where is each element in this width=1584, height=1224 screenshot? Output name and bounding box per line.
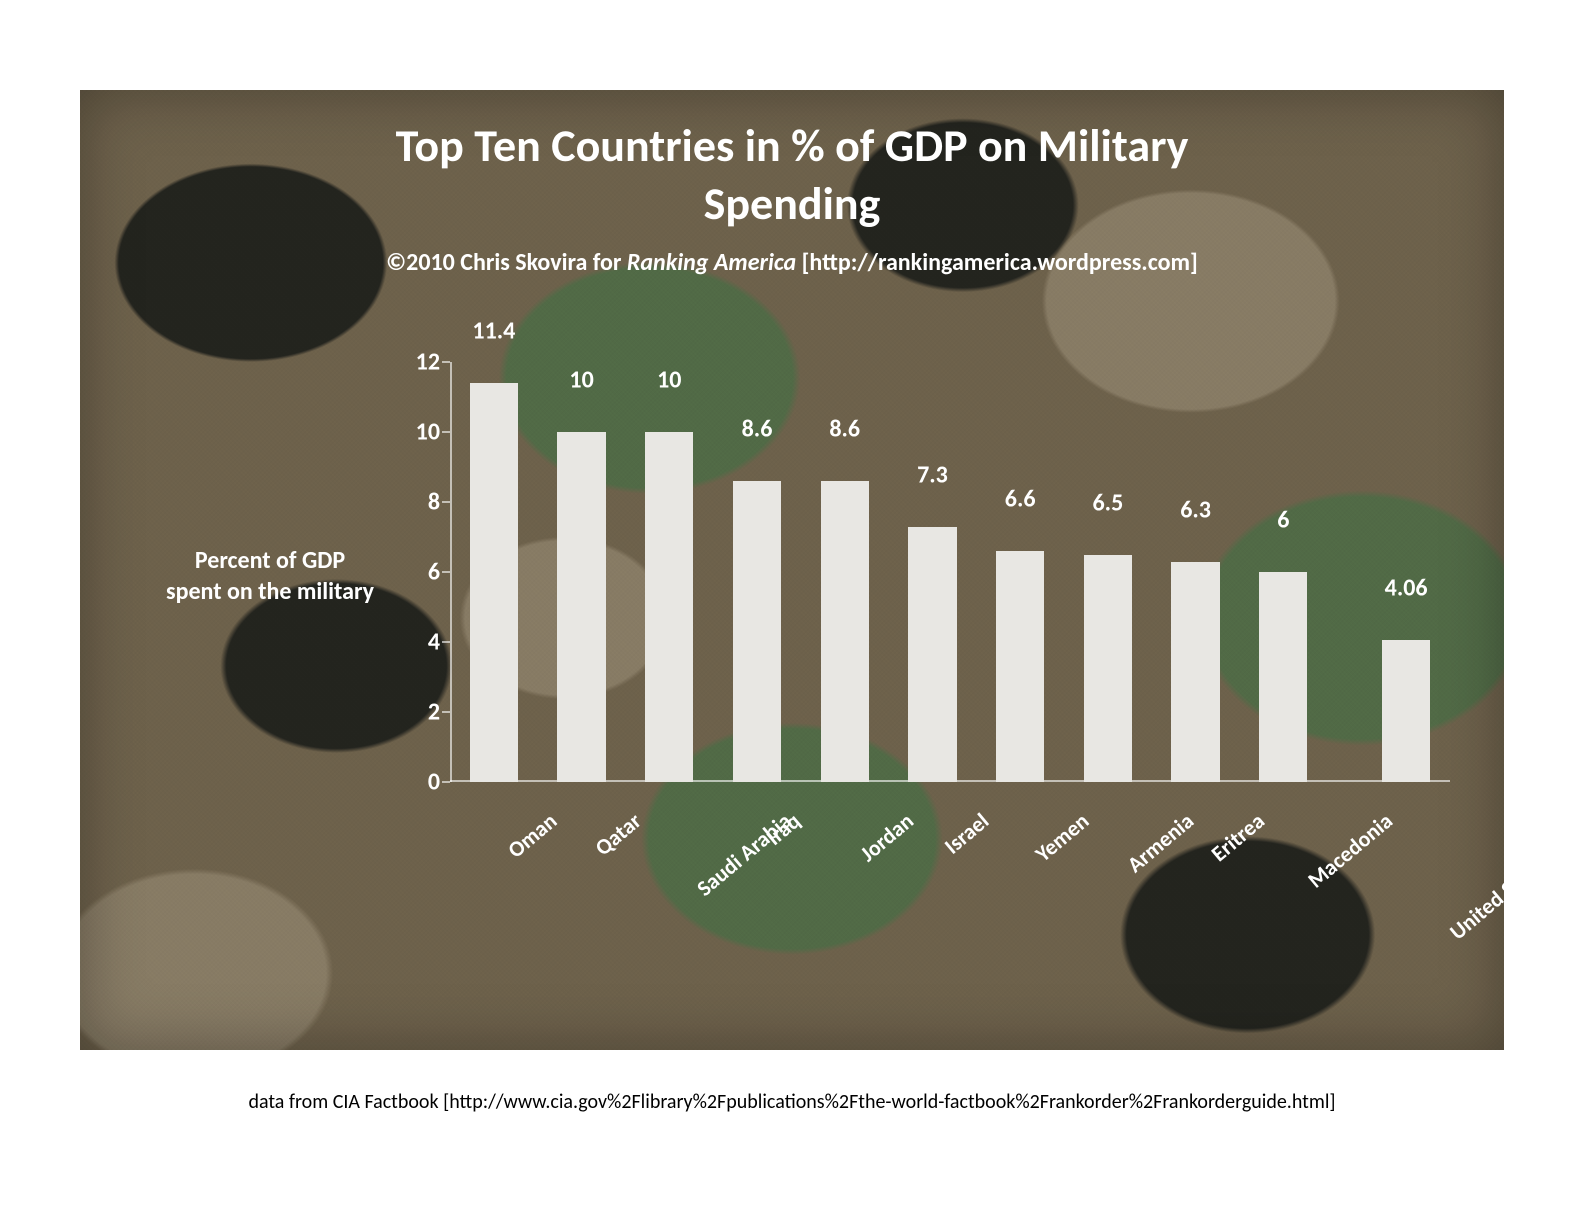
ylabel-line1: Percent of GDP (195, 546, 345, 575)
bar (1382, 640, 1430, 782)
bar-value-label: 6.5 (1093, 488, 1124, 517)
bar-value-label: 6.3 (1180, 495, 1211, 524)
subtitle-italic: Ranking America (627, 248, 796, 277)
y-tick-mark (442, 571, 450, 573)
bar (733, 481, 781, 782)
bar-value-label: 6.6 (1005, 484, 1036, 513)
y-tick-label: 4 (380, 628, 440, 657)
y-tick-mark (442, 361, 450, 363)
bar (908, 527, 956, 783)
bar (557, 432, 605, 782)
ylabel-line2: spent on the military (166, 577, 374, 606)
bar (996, 551, 1044, 782)
chart-title: Top Ten Countries in % of GDP on Militar… (80, 118, 1504, 233)
bar-value-label: 8.6 (742, 414, 773, 443)
subtitle-prefix: ©2010 Chris Skovira for (386, 248, 627, 277)
bar-value-label: 10 (569, 365, 593, 394)
y-tick-mark (442, 431, 450, 433)
footer-citation: data from CIA Factbook [http://www.cia.g… (80, 1090, 1504, 1114)
bar (645, 432, 693, 782)
y-tick-mark (442, 781, 450, 783)
y-axis-label: Percent of GDP spent on the military (150, 545, 390, 607)
bars-container: 11.410108.68.67.36.66.56.364.06 (450, 362, 1450, 782)
y-tick-label: 0 (380, 768, 440, 797)
y-tick-mark (442, 501, 450, 503)
chart-panel: Top Ten Countries in % of GDP on Militar… (80, 90, 1504, 1050)
y-tick-label: 12 (380, 348, 440, 377)
y-tick-label: 6 (380, 558, 440, 587)
bar (821, 481, 869, 782)
subtitle-suffix: [http://rankingamerica.wordpress.com] (796, 248, 1198, 277)
chart-subtitle: ©2010 Chris Skovira for Ranking America … (80, 248, 1504, 277)
bar (470, 383, 518, 782)
y-tick-label: 2 (380, 698, 440, 727)
y-tick-mark (442, 711, 450, 713)
bar (1171, 562, 1219, 783)
chart-title-line2: Spending (704, 176, 881, 232)
bar (1259, 572, 1307, 782)
y-tick-label: 8 (380, 488, 440, 517)
plot-area: 11.410108.68.67.36.66.56.364.06 02468101… (450, 362, 1450, 782)
y-tick-label: 10 (380, 418, 440, 447)
chart-title-line1: Top Ten Countries in % of GDP on Militar… (396, 118, 1189, 174)
bar-value-label: 6 (1277, 505, 1289, 534)
bar-value-label: 8.6 (829, 414, 860, 443)
bar-value-label: 4.06 (1385, 573, 1428, 602)
bar (1084, 555, 1132, 783)
bar-value-label: 10 (657, 365, 681, 394)
footer-text: data from CIA Factbook [http://www.cia.g… (248, 1090, 1335, 1114)
bar-value-label: 11.4 (472, 316, 515, 345)
y-tick-mark (442, 641, 450, 643)
bar-value-label: 7.3 (917, 460, 948, 489)
